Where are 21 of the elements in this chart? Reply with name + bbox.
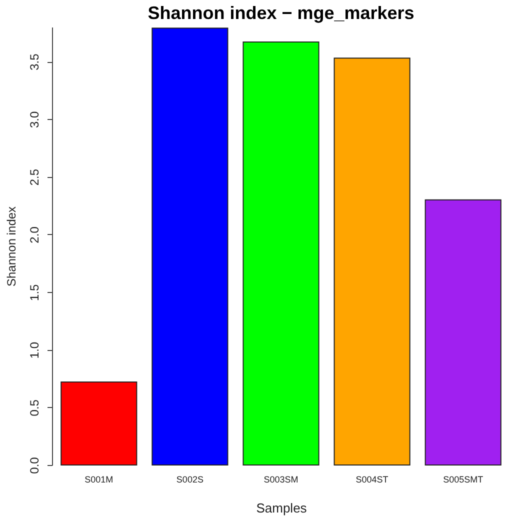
- y-tick-label: 1.0: [28, 342, 42, 359]
- y-tick-label: 2.0: [28, 226, 42, 244]
- y-tick-label: 0.0: [28, 456, 42, 474]
- bar: [60, 382, 138, 466]
- x-tick-label: S001M: [84, 474, 114, 484]
- chart-title: Shannon index − mge_markers: [148, 3, 414, 23]
- x-tick-label: S005SMT: [443, 474, 484, 484]
- x-axis-title: Samples: [256, 500, 308, 516]
- y-tick-label: 2.5: [28, 168, 42, 186]
- y-tick-label: 3.0: [28, 111, 42, 128]
- y-axis-title: Shannon index: [4, 206, 18, 287]
- y-tick-label: 0.5: [28, 399, 42, 416]
- y-tick-label: 3.5: [28, 53, 42, 70]
- bar: [242, 41, 320, 466]
- y-tick-label: 1.5: [28, 284, 42, 301]
- bar: [424, 199, 502, 466]
- x-tick-label: S004ST: [356, 474, 389, 484]
- x-tick-label: S002S: [176, 474, 204, 484]
- bar: [334, 58, 410, 466]
- x-tick-label: S003SM: [264, 474, 298, 484]
- bar: [152, 28, 228, 466]
